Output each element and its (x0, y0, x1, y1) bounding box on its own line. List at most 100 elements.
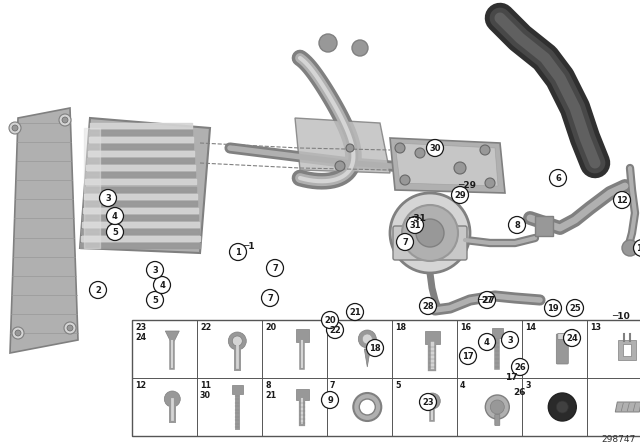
FancyBboxPatch shape (232, 384, 243, 393)
Circle shape (428, 397, 436, 405)
Text: 30: 30 (429, 143, 441, 152)
Text: 4: 4 (159, 280, 165, 289)
Circle shape (266, 259, 284, 276)
Circle shape (397, 233, 413, 250)
Circle shape (358, 330, 376, 348)
FancyBboxPatch shape (393, 226, 467, 260)
Circle shape (228, 332, 246, 350)
Circle shape (335, 161, 345, 171)
Text: 4: 4 (112, 211, 118, 220)
Circle shape (415, 148, 425, 158)
Circle shape (15, 330, 21, 336)
Circle shape (563, 329, 580, 346)
Circle shape (106, 224, 124, 241)
FancyBboxPatch shape (618, 340, 636, 360)
Text: 23: 23 (422, 397, 434, 406)
Text: 7: 7 (402, 237, 408, 246)
Text: 1: 1 (235, 247, 241, 257)
Circle shape (451, 186, 468, 203)
Circle shape (362, 334, 372, 344)
Text: 29: 29 (454, 190, 466, 199)
Circle shape (566, 300, 584, 316)
Text: ─29: ─29 (458, 181, 476, 190)
Text: 4: 4 (460, 381, 465, 390)
Text: 2: 2 (95, 285, 101, 294)
Circle shape (326, 322, 344, 339)
FancyBboxPatch shape (492, 327, 503, 337)
Circle shape (424, 393, 440, 409)
Text: 298747: 298747 (602, 435, 636, 444)
Circle shape (106, 207, 124, 224)
Circle shape (634, 240, 640, 257)
Text: 25: 25 (569, 303, 581, 313)
Text: 24: 24 (566, 333, 578, 343)
Text: 18: 18 (369, 344, 381, 353)
FancyBboxPatch shape (558, 333, 567, 340)
Circle shape (406, 216, 424, 233)
Circle shape (346, 144, 354, 152)
Circle shape (321, 311, 339, 328)
Circle shape (485, 178, 495, 188)
FancyBboxPatch shape (556, 334, 568, 364)
Circle shape (490, 400, 504, 414)
Text: 17: 17 (505, 372, 518, 382)
Text: 21: 21 (349, 307, 361, 316)
Text: ─10: ─10 (612, 311, 630, 320)
Circle shape (232, 336, 243, 346)
Text: 9: 9 (327, 396, 333, 405)
Circle shape (12, 327, 24, 339)
Polygon shape (295, 118, 390, 173)
Polygon shape (615, 402, 640, 412)
Circle shape (402, 205, 458, 261)
Circle shape (359, 399, 375, 415)
Circle shape (395, 143, 405, 153)
Text: 3: 3 (507, 336, 513, 345)
Circle shape (67, 325, 73, 331)
Text: 17: 17 (462, 352, 474, 361)
Text: 7: 7 (272, 263, 278, 272)
Circle shape (460, 348, 477, 365)
Text: 12: 12 (616, 195, 628, 204)
Circle shape (511, 358, 529, 375)
Circle shape (480, 145, 490, 155)
Text: 20: 20 (265, 323, 276, 332)
Text: 8: 8 (514, 220, 520, 229)
Circle shape (90, 281, 106, 298)
Circle shape (346, 303, 364, 320)
Polygon shape (10, 108, 78, 353)
Text: 3: 3 (152, 266, 158, 275)
Text: ─1: ─1 (243, 241, 255, 250)
Text: 16: 16 (460, 323, 471, 332)
FancyBboxPatch shape (296, 388, 309, 400)
Circle shape (230, 244, 246, 260)
Text: 5: 5 (152, 296, 158, 305)
Polygon shape (80, 118, 210, 253)
Text: 20: 20 (324, 315, 336, 324)
Text: 27: 27 (481, 296, 493, 305)
Text: 22: 22 (329, 326, 341, 335)
Text: 13: 13 (590, 323, 601, 332)
Circle shape (416, 219, 444, 247)
Text: 22: 22 (200, 323, 211, 332)
Text: 6: 6 (555, 173, 561, 182)
Circle shape (154, 276, 170, 293)
FancyBboxPatch shape (296, 328, 309, 341)
Text: ─27: ─27 (477, 296, 495, 305)
Circle shape (147, 262, 163, 279)
Circle shape (9, 122, 21, 134)
Circle shape (479, 292, 495, 309)
Text: 5: 5 (112, 228, 118, 237)
Circle shape (479, 333, 495, 350)
Text: 8
21: 8 21 (265, 381, 276, 400)
Circle shape (419, 393, 436, 410)
Circle shape (390, 193, 470, 273)
Text: 23
24: 23 24 (135, 323, 146, 342)
Circle shape (367, 340, 383, 357)
Text: 7: 7 (330, 381, 335, 390)
Circle shape (64, 322, 76, 334)
Polygon shape (390, 138, 505, 193)
Polygon shape (364, 349, 371, 367)
Circle shape (419, 297, 436, 314)
Text: 28: 28 (422, 302, 434, 310)
Text: 18: 18 (395, 323, 406, 332)
